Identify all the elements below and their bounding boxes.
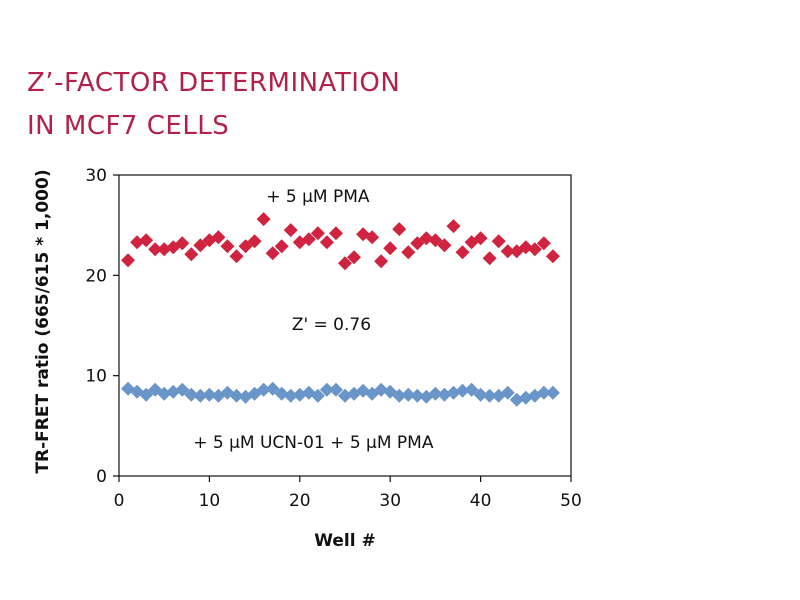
data-point: [338, 256, 352, 271]
chart-title-line-2: IN MCF7 CELLS: [27, 111, 230, 141]
data-point: [283, 388, 298, 403]
data-point: [238, 239, 253, 254]
data-point: [392, 388, 407, 403]
data-point: [446, 385, 461, 400]
data-point: [229, 388, 244, 403]
data-point: [518, 240, 533, 255]
x-tick-label: 40: [470, 491, 492, 511]
data-point: [328, 226, 343, 241]
chart-title-line-1: Z’-FACTOR DETERMINATION: [27, 68, 401, 98]
data-point: [319, 235, 334, 250]
data-point: [274, 386, 289, 401]
data-point: [121, 253, 136, 268]
data-point: [256, 382, 271, 397]
x-axis-label: Well #: [314, 531, 376, 551]
data-point: [310, 226, 325, 241]
data-point: [193, 388, 208, 403]
data-point: [139, 387, 154, 402]
data-point: [428, 386, 443, 401]
data-point: [184, 387, 199, 402]
data-point: [527, 242, 542, 257]
data-point: [536, 236, 551, 251]
data-point: [265, 246, 280, 261]
y-tick-label: 10: [85, 367, 107, 387]
data-point: [211, 230, 226, 245]
data-point: [157, 386, 172, 401]
data-point: [455, 383, 470, 398]
data-point: [347, 250, 362, 265]
data-point: [166, 384, 181, 399]
data-point: [175, 236, 190, 251]
data-point: [392, 222, 407, 237]
data-point: [247, 234, 262, 249]
data-point: [482, 251, 497, 266]
data-point: [410, 388, 425, 403]
data-point: [274, 239, 289, 254]
data-point: [139, 233, 154, 248]
annotation-z-factor: Z' = 0.76: [292, 315, 371, 335]
data-point: [509, 392, 524, 407]
data-point: [265, 381, 280, 396]
data-point: [437, 387, 452, 402]
x-tick-label: 10: [199, 491, 221, 511]
data-point: [446, 219, 461, 234]
y-tick-label: 0: [96, 467, 107, 487]
annotation-ucn-pma: + 5 µM UCN-01 + 5 µM PMA: [193, 433, 434, 453]
data-point: [220, 239, 235, 254]
y-tick-label: 20: [85, 266, 107, 286]
plot-frame: [118, 174, 572, 477]
data-point: [175, 382, 190, 397]
data-point: [374, 382, 389, 397]
data-point: [383, 241, 398, 256]
y-tick-label: 30: [85, 166, 107, 186]
data-point: [401, 387, 416, 402]
x-tick-label: 50: [560, 491, 582, 511]
data-point: [292, 387, 307, 402]
chart-title: Z’-FACTOR DETERMINATION IN MCF7 CELLS: [27, 62, 400, 148]
data-point: [130, 235, 145, 250]
data-point: [328, 382, 343, 397]
data-point: [310, 388, 325, 403]
x-tick-label: 30: [379, 491, 401, 511]
y-axis-label: TR-FRET ratio (665/615 * 1,000): [33, 169, 53, 473]
series-pma: [121, 212, 560, 271]
data-point: [202, 387, 217, 402]
x-tick-label: 20: [289, 491, 311, 511]
data-point: [365, 230, 380, 245]
data-point: [410, 236, 425, 251]
data-point: [301, 232, 316, 247]
data-point: [482, 388, 497, 403]
data-point: [536, 385, 551, 400]
data-point: [256, 212, 271, 227]
data-point: [338, 388, 352, 403]
data-point: [518, 390, 533, 405]
data-point: [374, 254, 389, 269]
data-point: [545, 249, 560, 264]
data-point: [428, 233, 443, 248]
data-point: [491, 234, 506, 249]
data-point: [545, 385, 560, 400]
data-point: [455, 245, 470, 260]
data-point: [464, 382, 479, 397]
data-point: [500, 244, 515, 259]
data-point: [148, 242, 163, 257]
series-ucn01-pma: [121, 381, 560, 407]
data-point: [473, 231, 488, 246]
data-point: [500, 385, 515, 400]
data-point: [283, 223, 298, 238]
data-point: [437, 238, 452, 253]
data-point: [419, 231, 434, 246]
data-point: [157, 242, 172, 257]
x-tick-label: 0: [114, 491, 125, 511]
data-point: [184, 247, 199, 262]
annotation-pma: + 5 µM PMA: [266, 187, 370, 207]
data-point: [401, 245, 416, 260]
data-point: [319, 382, 334, 397]
data-point: [229, 249, 244, 264]
data-point: [473, 387, 488, 402]
data-point: [193, 238, 208, 253]
